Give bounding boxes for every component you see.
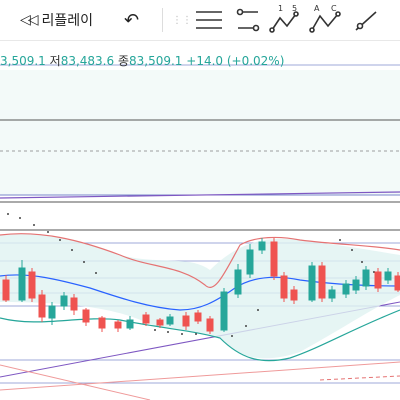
candle [98, 316, 106, 332]
trend-line-red-2 [0, 364, 151, 400]
close-value: 83,509.1 [129, 54, 183, 68]
candle [114, 320, 122, 332]
replay-button[interactable]: ◁◁ 리플레이 [20, 5, 93, 35]
undo-button[interactable]: ↶ [124, 5, 139, 35]
numbered-wave-label-1: 1 [278, 4, 283, 13]
abc-wave-icon[interactable] [309, 11, 341, 33]
candle [342, 280, 350, 298]
candle [194, 310, 202, 324]
candle [328, 286, 336, 302]
parabolic-sar-dots [7, 213, 375, 337]
candle [166, 314, 174, 326]
candle [156, 318, 164, 328]
candle [374, 268, 382, 292]
ray-line-icon[interactable] [355, 11, 377, 31]
candle [362, 266, 370, 290]
candle [220, 288, 228, 332]
candle [352, 276, 360, 294]
candle [82, 308, 90, 326]
candle [384, 268, 392, 284]
drag-handle[interactable]: ⋮⋮ [172, 14, 192, 26]
abc-wave-label-a: A [314, 4, 320, 13]
bollinger-upper-band [0, 233, 400, 288]
candle [280, 272, 288, 302]
low-label: 저 [49, 54, 61, 68]
candle [182, 312, 190, 330]
bollinger-fill [0, 233, 400, 359]
chart-toolbar: ◁◁ 리플레이 ↶ ⋮⋮ 1 5 A C [0, 0, 400, 41]
trend-line-icon[interactable] [236, 8, 260, 32]
ohlc-readout: 3,509.1 저83,483.6 종83,509.1 +14.0 (+0.02… [0, 52, 284, 69]
candle [270, 238, 278, 280]
open-value: 3,509.1 [0, 54, 46, 68]
candle [2, 275, 10, 302]
candle [18, 260, 26, 302]
double-left-arrow-icon: ◁◁ [20, 12, 38, 28]
candle [258, 238, 266, 254]
low-value: 83,483.6 [60, 54, 115, 68]
candle [234, 264, 242, 298]
bollinger-lower-band [0, 309, 400, 362]
candle [70, 294, 78, 315]
candle [308, 262, 316, 302]
dashed-red-line [319, 375, 400, 381]
candle [206, 316, 214, 334]
trend-line-upper[interactable] [0, 191, 400, 199]
numbered-wave-label-5: 5 [292, 4, 297, 13]
price-chart[interactable] [0, 40, 400, 400]
candle [246, 244, 254, 278]
candle [290, 286, 298, 304]
undo-arrow-icon: ↶ [124, 9, 140, 31]
candle [38, 290, 46, 322]
candle [318, 262, 326, 302]
replay-label: 리플레이 [41, 13, 94, 29]
horizontal-lines-icon[interactable] [196, 11, 222, 29]
chart-shade [0, 70, 400, 195]
abc-wave-label-c: C [331, 4, 337, 13]
candle [126, 316, 134, 330]
candlesticks [2, 238, 400, 334]
candle [48, 302, 56, 325]
close-label: 종 [117, 54, 129, 68]
change-value: +14.0 (+0.02%) [186, 54, 285, 68]
numbered-wave-icon[interactable] [269, 11, 299, 33]
drawing-tools: 1 5 A C [196, 4, 377, 33]
candle [28, 268, 36, 302]
trend-line-red [0, 361, 400, 391]
candle [142, 312, 150, 326]
candle [60, 292, 68, 310]
candle [394, 272, 400, 292]
